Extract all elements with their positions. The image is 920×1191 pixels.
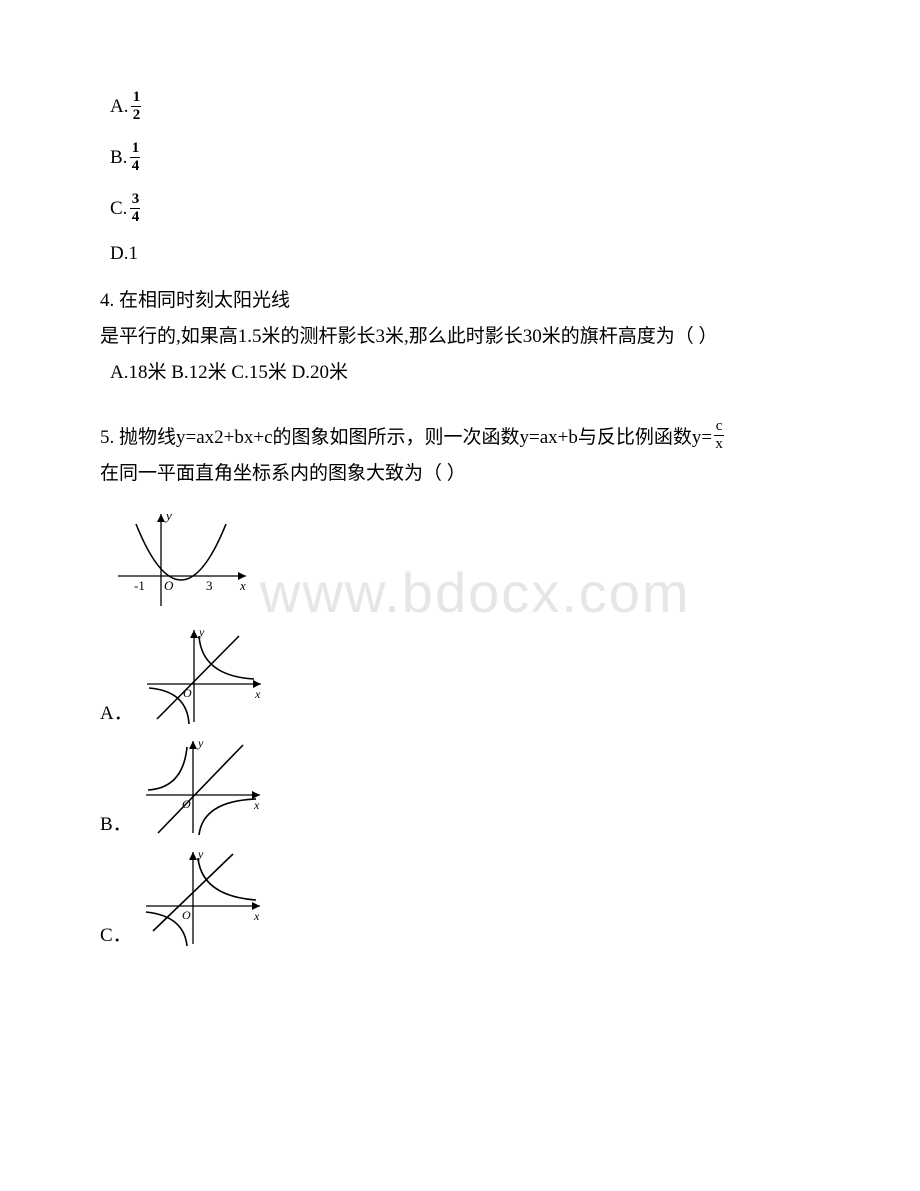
q3-option-d: D.1 — [100, 243, 820, 265]
svg-text:y: y — [197, 736, 204, 750]
frac-den: 2 — [131, 106, 141, 123]
frac-num: 1 — [132, 141, 140, 157]
q5-option-a: A． y x O — [100, 624, 820, 729]
svg-text:y: y — [198, 625, 205, 639]
svg-text:y: y — [197, 847, 204, 861]
q4-line2: 是平行的,如果高1.5米的测杆影长3米,那么此时影长30米的旗杆高度为（ ） — [100, 319, 820, 355]
fraction-icon: c x — [714, 419, 724, 452]
q3-b-label: B. — [110, 147, 127, 169]
frac-num: c — [716, 419, 723, 435]
svg-text:x: x — [253, 909, 260, 923]
q5-c-label: C． — [100, 920, 132, 951]
fraction-icon: 3 4 — [130, 192, 140, 225]
svg-text:x: x — [254, 687, 261, 701]
graph-a-icon: y x O — [139, 624, 269, 729]
svg-text:O: O — [182, 797, 191, 811]
frac-den: 4 — [130, 208, 140, 225]
fraction-icon: 1 4 — [130, 141, 140, 174]
q3-option-c: C. 3 4 — [100, 192, 820, 225]
q5-line2: 在同一平面直角坐标系内的图象大致为（ ） — [100, 456, 820, 492]
frac-num: 3 — [132, 192, 140, 208]
q5-b-label: B． — [100, 809, 132, 840]
frac-num: 1 — [133, 90, 141, 106]
graph-c-icon: y x O — [138, 846, 268, 951]
svg-text:O: O — [164, 578, 174, 593]
q3-a-label: A. — [110, 96, 128, 118]
frac-den: 4 — [130, 157, 140, 174]
q3-option-b: B. 1 4 — [100, 141, 820, 174]
q5-a-label: A． — [100, 698, 133, 729]
q3-option-a: A. 1 2 — [100, 90, 820, 123]
svg-text:O: O — [183, 686, 192, 700]
fraction-icon: 1 2 — [131, 90, 141, 123]
q5-line1: 5. 抛物线y=ax2+bx+c的图象如图所示，则一次函数y=ax+b与反比例函… — [100, 419, 820, 456]
q3-c-label: C. — [110, 198, 127, 220]
svg-text:O: O — [182, 908, 191, 922]
svg-text:3: 3 — [206, 578, 213, 593]
svg-text:y: y — [164, 508, 172, 523]
q4-choices: A.18米 B.12米 C.15米 D.20米 — [100, 355, 820, 391]
graph-b-icon: y x O — [138, 735, 268, 840]
svg-text:x: x — [239, 578, 246, 593]
parabola-graph: y x O -1 3 — [106, 506, 820, 616]
question-4: 4. 在相同时刻太阳光线 是平行的,如果高1.5米的测杆影长3米,那么此时影长3… — [100, 283, 820, 391]
q5-option-b: B． y x O — [100, 735, 820, 840]
q4-line1: 4. 在相同时刻太阳光线 — [100, 283, 820, 319]
svg-text:x: x — [253, 798, 260, 812]
svg-text:-1: -1 — [134, 578, 145, 593]
frac-den: x — [714, 435, 724, 452]
q5-option-c: C． y x O — [100, 846, 820, 951]
q5-text-a: 5. 抛物线y=ax2+bx+c的图象如图所示，则一次函数y=ax+b与反比例函… — [100, 420, 712, 456]
